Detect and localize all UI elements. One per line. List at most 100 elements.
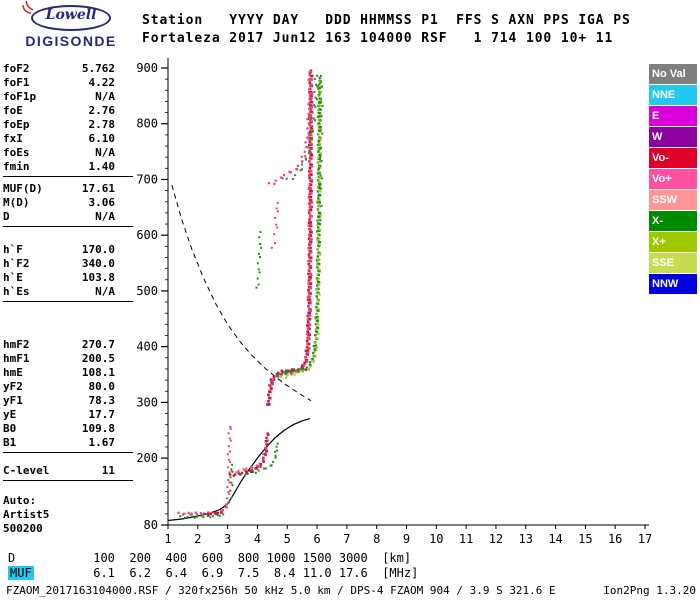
param-value: N/A (95, 146, 115, 159)
param-row: hmF2 270.7 (3, 338, 133, 352)
param-value: N/A (95, 285, 115, 298)
param-row: foEp 2.78 (3, 118, 133, 132)
param-row: fmin 1.40 (3, 160, 133, 174)
x-tick-label: 12 (489, 532, 503, 546)
param-value: 2.76 (88, 104, 116, 117)
legend-item-label: NNW (652, 278, 679, 290)
trace-spread-F-X (317, 74, 324, 225)
trace-F2-trace-X (276, 76, 322, 378)
param-row: h`Es N/A (3, 285, 133, 299)
legend-item-label: SSE (652, 257, 675, 269)
x-tick-label: 1 (164, 532, 171, 546)
param-label: fmin (3, 160, 30, 173)
radio-waves-icon (22, 0, 34, 14)
y-tick-label: 700 (136, 172, 158, 186)
x-tick-label: 8 (373, 532, 380, 546)
param-group: foF2 5.762 foF1 4.22 foF1p N/A foE 2.76 foEp 2.78… (3, 62, 133, 177)
muf-row-values: 6.1 6.2 6.4 6.9 7.5 8.4 11.0 17.6 [MHz] (86, 566, 419, 580)
param-label: foF1 (3, 76, 30, 89)
param-panel: foF2 5.762 foF1 4.22 foF1p N/A foE 2.76 foEp 2.78… (3, 62, 133, 536)
legend-item: No Val (649, 64, 697, 84)
legend-item-label: No Val (652, 68, 686, 80)
param-value: N/A (95, 210, 115, 223)
param-label: hmE (3, 366, 23, 379)
x-tick-label: 9 (403, 532, 410, 546)
x-tick-label: 6 (313, 532, 320, 546)
trace-F2-second-hop-X (285, 74, 319, 180)
param-row: D N/A (3, 210, 133, 224)
trace-E-F-cusp-X (228, 463, 234, 504)
param-label: h`F (3, 243, 23, 256)
legend-item-label: X- (652, 215, 663, 227)
distance-row: D 100 200 400 600 800 1000 1500 3000 [km… (0, 551, 411, 565)
legend-item: Vo- (649, 148, 697, 168)
param-value: 340.0 (81, 257, 115, 270)
x-tick-label: 14 (548, 532, 562, 546)
param-label: foF1p (3, 90, 37, 103)
legend-item-label: Vo- (652, 152, 669, 164)
param-value: 78.3 (88, 394, 116, 407)
param-label: h`E (3, 271, 23, 284)
param-label: foEs (3, 146, 30, 159)
param-row: fxI 6.10 (3, 132, 133, 146)
status-left: FZAOM_2017163104000.RSF / 320fx256h 50 k… (6, 584, 556, 597)
x-tick-label: 2 (194, 532, 201, 546)
param-label: C-level (3, 464, 50, 477)
legend-item-label: NNE (652, 89, 676, 101)
x-tick-label: 17 (638, 532, 652, 546)
trace-E-trace-core (203, 511, 223, 517)
y-tick-label: 400 (136, 340, 158, 354)
legend-item: NNW (649, 274, 697, 294)
legend-item-label: E (652, 110, 660, 122)
param-row: foEs N/A (3, 146, 133, 160)
logo-lowell-text: Lowell (45, 7, 97, 23)
param-row: foF2 5.762 (3, 62, 133, 76)
param-footer-line: 500200 (3, 522, 43, 535)
x-tick-label: 4 (254, 532, 261, 546)
param-label: MUF(D) (3, 182, 43, 195)
x-tick-label: 15 (578, 532, 592, 546)
param-label: yF2 (3, 380, 23, 393)
legend-item: NNE (649, 85, 697, 105)
y-tick-label: 600 (136, 228, 158, 242)
status-bar: FZAOM_2017163104000.RSF / 320fx256h 50 k… (0, 584, 700, 597)
param-row: yF2 80.0 (3, 380, 133, 394)
x-tick-label: 10 (429, 532, 443, 546)
param-row: foF1p N/A (3, 90, 133, 104)
trace-F2-trace-X-light (280, 80, 323, 379)
trace-F1-trace-X (238, 442, 279, 477)
param-value: 270.7 (81, 338, 115, 351)
legend-item: E (649, 106, 697, 126)
trace-E-trace-O (177, 506, 228, 516)
trace-E-F-cusp-O (225, 425, 232, 506)
param-label: B1 (3, 436, 17, 449)
param-row: hmE 108.1 (3, 366, 133, 380)
param-row: B0 109.8 (3, 422, 133, 436)
param-label: B0 (3, 422, 17, 435)
legend-item-label: X+ (652, 236, 666, 248)
param-value: 17.7 (88, 408, 116, 421)
header-line2: Fortaleza 2017 Jun12 163 104000 RSF 1 71… (142, 31, 614, 46)
param-row: MUF(D) 17.61 (3, 182, 133, 196)
trace-F1-second-hop-X (255, 230, 263, 289)
param-row: foE 2.76 (3, 104, 133, 118)
param-label: fxI (3, 132, 23, 145)
true-height-profile-line (167, 418, 311, 522)
param-value: N/A (95, 90, 115, 103)
legend-item: Vo+ (649, 169, 697, 189)
param-value: 17.61 (81, 182, 115, 195)
muf-row: MUF 6.1 6.2 6.4 6.9 7.5 8.4 11.0 17.6 [M… (0, 566, 418, 580)
x-tick-label: 5 (284, 532, 291, 546)
param-value: 108.1 (81, 366, 115, 379)
param-footer-line: Artist5 (3, 508, 50, 521)
logo-digisonde-text: DIGISONDE (25, 33, 117, 49)
status-right: Ion2Png 1.3.20 (603, 584, 696, 597)
param-group: hmF2 270.7 hmF1 200.5 hmE 108.1 yF2 80.0 yF1 78.3… (3, 338, 133, 453)
param-value: 2.78 (88, 118, 116, 131)
param-label: h`Es (3, 285, 30, 298)
logo-oval: Lowell (22, 0, 111, 31)
param-value: 6.10 (88, 132, 116, 145)
param-label: foF2 (3, 62, 30, 75)
